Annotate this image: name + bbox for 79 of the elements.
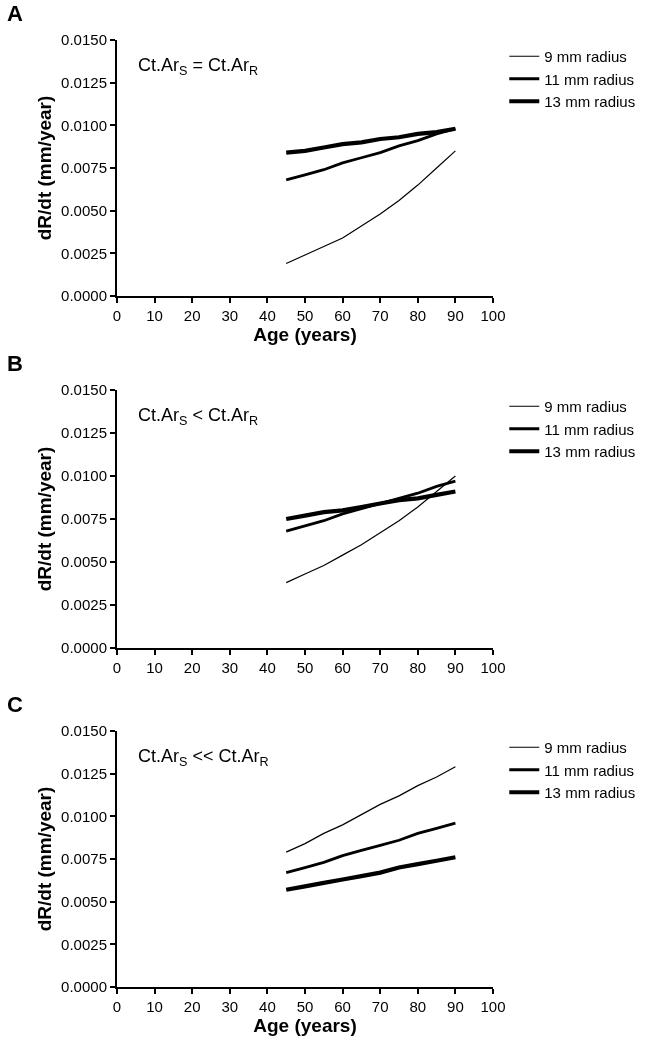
y-tick-label: 0.0075: [61, 510, 107, 528]
y-tick-label: 0.0050: [61, 553, 107, 571]
legend-label: 11 mm radius: [544, 420, 635, 438]
x-tick-label: 30: [221, 998, 239, 1015]
y-axis-title: dR/dt (mm/year): [34, 446, 56, 592]
y-tick-label: 0.0150: [61, 381, 107, 399]
legend-label: 9 mm radius: [544, 398, 627, 416]
x-tick-label: 100: [480, 659, 506, 676]
x-tick-label: 90: [447, 307, 464, 324]
y-tick-label: 0.0100: [61, 807, 107, 825]
y-tick-label: 0.0000: [61, 639, 107, 657]
x-tick-label: 50: [296, 307, 314, 324]
x-tick-label: 10: [146, 998, 163, 1015]
x-tick-label: 0: [112, 307, 122, 324]
annotation: Ct.Ar$_{S}$ << Ct.Ar$_{R}$: [138, 746, 269, 769]
chart-title: B: [7, 351, 23, 376]
x-tick-label: 10: [146, 307, 163, 324]
x-tick-label: 60: [334, 307, 351, 324]
x-tick-label: 30: [221, 659, 239, 676]
x-tick-label: 50: [296, 659, 314, 676]
x-tick-label: 20: [183, 659, 201, 676]
x-tick-label: 30: [221, 307, 239, 324]
legend-label: 13 mm radius: [544, 784, 636, 802]
line-series: [285, 150, 456, 265]
legend-label: 9 mm radius: [544, 739, 627, 757]
y-tick-label: 0.0100: [61, 116, 107, 134]
x-tick-label: 80: [409, 659, 427, 676]
y-tick-label: 0.0025: [61, 935, 107, 953]
x-tick-label: 40: [259, 659, 276, 676]
x-tick-label: 10: [146, 659, 163, 676]
y-tick-label: 0.0000: [61, 978, 107, 996]
y-tick-label: 0.0150: [61, 722, 107, 740]
y-axis-title: dR/dt (mm/year): [34, 95, 56, 241]
x-tick-label: 0: [112, 659, 122, 676]
line-series: [284, 855, 458, 892]
x-tick-label: 100: [480, 307, 506, 324]
x-tick-label: 90: [447, 998, 464, 1015]
x-tick-label: 20: [183, 998, 201, 1015]
x-tick-label: 20: [183, 307, 201, 324]
y-tick-label: 0.0125: [61, 424, 107, 442]
line-series: [285, 766, 456, 853]
legend-label: 9 mm radius: [544, 48, 627, 66]
chart-title: A: [7, 1, 23, 26]
chart-title: C: [7, 692, 23, 717]
annotation: Ct.Ar$_{S}$ = Ct.Ar$_{R}$: [138, 55, 259, 78]
y-tick-label: 0.0075: [61, 850, 107, 868]
legend-label: 11 mm radius: [544, 761, 635, 779]
x-tick-label: 40: [259, 307, 276, 324]
x-tick-label: 60: [334, 659, 351, 676]
y-tick-label: 0.0125: [61, 764, 107, 782]
y-tick-label: 0.0025: [61, 244, 107, 262]
y-axis-title: dR/dt (mm/year): [34, 786, 56, 932]
x-tick-label: 40: [259, 998, 276, 1015]
y-tick-label: 0.0000: [61, 287, 107, 305]
legend-label: 11 mm radius: [544, 70, 635, 88]
x-tick-label: 80: [409, 307, 427, 324]
x-tick-label: 60: [334, 998, 351, 1015]
y-tick-label: 0.0050: [61, 201, 107, 219]
line-series: [284, 821, 457, 875]
x-axis-title: Age (years): [253, 324, 357, 345]
y-tick-label: 0.0025: [61, 596, 107, 614]
y-tick-label: 0.0050: [61, 892, 107, 910]
legend-label: 13 mm radius: [544, 443, 636, 461]
x-tick-label: 50: [296, 998, 314, 1015]
x-tick-label: 70: [371, 307, 389, 324]
x-axis-title: Age (years): [253, 1015, 357, 1036]
annotation: Ct.Ar$_{S}$ < Ct.Ar$_{R}$: [138, 405, 259, 428]
x-tick-label: 70: [371, 659, 389, 676]
y-tick-label: 0.0150: [61, 31, 107, 49]
x-tick-label: 100: [480, 998, 506, 1015]
y-tick-label: 0.0125: [61, 73, 107, 91]
legend-label: 13 mm radius: [544, 93, 636, 111]
line-series: [285, 475, 456, 584]
x-tick-label: 0: [112, 998, 122, 1015]
x-tick-label: 70: [371, 998, 389, 1015]
x-tick-label: 80: [409, 998, 427, 1015]
y-tick-label: 0.0075: [61, 159, 107, 177]
y-tick-label: 0.0100: [61, 467, 107, 485]
x-tick-label: 90: [447, 659, 464, 676]
